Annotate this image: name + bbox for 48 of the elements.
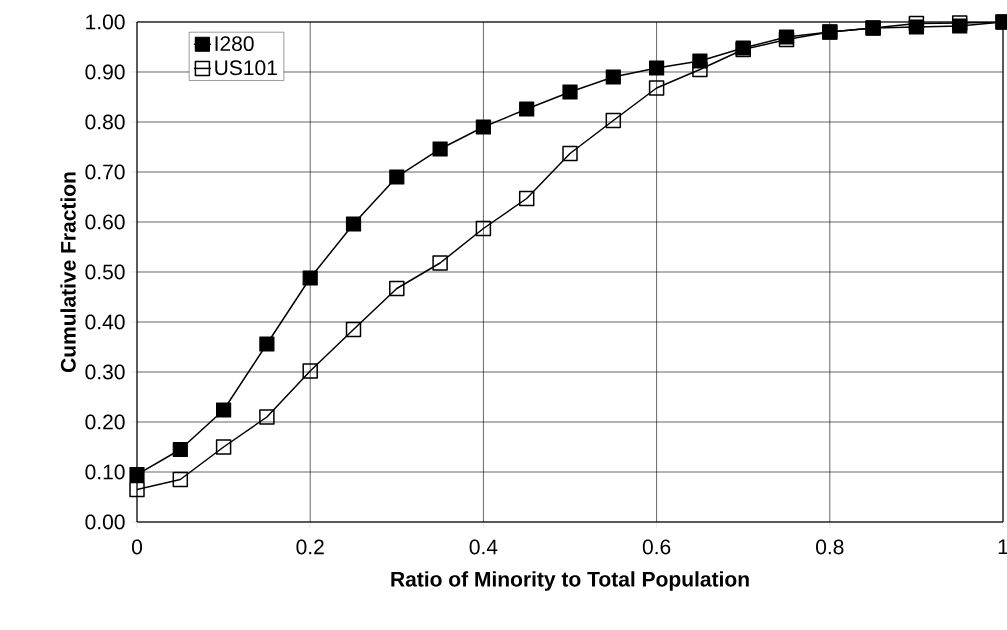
x-tick-label: 0: [131, 539, 143, 555]
legend-label: US101: [215, 60, 277, 76]
point: [129, 466, 145, 483]
y-tick-label: 0.40: [85, 314, 125, 330]
y-axis-title: Cumulative Fraction: [60, 172, 76, 373]
point: [215, 439, 232, 455]
point: [519, 101, 535, 117]
y-tick-label: 0.60: [85, 214, 125, 230]
point: [302, 270, 318, 286]
y-tick-label: 1.00: [86, 14, 125, 30]
x-tick-label: 0.8: [816, 539, 844, 555]
y-tick-label: 0.70: [85, 164, 125, 180]
point: [345, 321, 362, 338]
point: [908, 15, 925, 32]
x-tick-label: 0.2: [296, 539, 324, 555]
point: [302, 363, 318, 379]
point: [432, 141, 448, 157]
y-tick-label: 0.30: [85, 364, 125, 380]
point: [172, 471, 189, 488]
point: [432, 255, 448, 271]
y-tick-label: 0.80: [85, 114, 125, 130]
point: [345, 216, 362, 232]
x-tick-label: 0.4: [469, 539, 498, 555]
point: [605, 112, 622, 129]
y-tick-label: 0.90: [85, 64, 125, 80]
y-tick-label: 0.20: [85, 414, 125, 430]
y-tick-label: 0.00: [85, 514, 125, 530]
x-axis-title: Ratio of Minority to Total Population: [391, 571, 749, 591]
point: [562, 84, 578, 100]
y-tick-label: 0.50: [85, 264, 125, 280]
point: [259, 409, 275, 425]
x-tick-label: 1: [998, 539, 1007, 554]
point: [172, 441, 188, 458]
point: [129, 481, 145, 498]
point: [605, 69, 621, 85]
legend-label: I280: [215, 36, 254, 52]
point: [389, 280, 405, 297]
point: [216, 402, 232, 418]
y-tick-label: 0.10: [85, 464, 125, 480]
point: [475, 119, 492, 135]
point: [259, 336, 275, 352]
point: [562, 145, 578, 162]
x-tick-label: 0.6: [642, 539, 671, 555]
point: [518, 190, 535, 207]
point: [649, 60, 665, 76]
point: [648, 80, 665, 96]
point: [389, 169, 405, 185]
point: [475, 220, 492, 237]
